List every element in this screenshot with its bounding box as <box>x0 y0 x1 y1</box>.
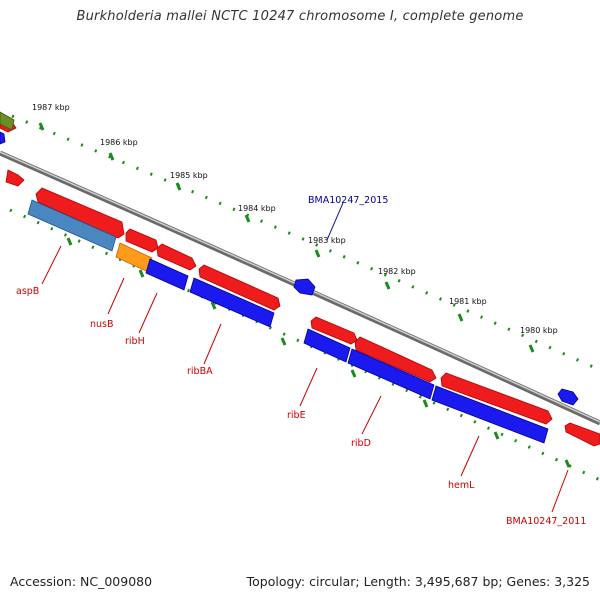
tick-label-1984: 1984 kbp <box>238 204 276 213</box>
topology-text: Topology: circular; Length: 3,495,687 bp… <box>246 574 590 589</box>
gene-label-nusB[interactable]: nusB <box>90 319 114 330</box>
tick-label-1985: 1985 kbp <box>170 171 208 180</box>
tick-label-1987: 1987 kbp <box>32 103 70 112</box>
inner-ruler-dots <box>9 208 600 482</box>
gene-label-BMA10247_2015[interactable]: BMA10247_2015 <box>308 195 388 206</box>
tick-label-1980: 1980 kbp <box>520 326 558 335</box>
tick-label-1981: 1981 kbp <box>449 297 487 306</box>
tick-label-1982: 1982 kbp <box>378 267 416 276</box>
outer-ruler-dots <box>11 114 600 372</box>
gene-label-ribH[interactable]: ribH <box>125 336 145 347</box>
gene-label-aspB[interactable]: aspB <box>16 286 39 297</box>
gene-label-BMA10247_2011[interactable]: BMA10247_2011 <box>506 516 586 527</box>
gene-label-ribE[interactable]: ribE <box>287 410 306 421</box>
gene-label-leaders <box>41 245 569 513</box>
gene-bar-blue[interactable] <box>347 348 435 400</box>
gene-label-hemL[interactable]: hemL <box>448 480 475 491</box>
gene-BMA10247_2015-arrow[interactable] <box>293 278 316 296</box>
accession-text: Accession: NC_009080 <box>10 574 153 589</box>
gene-label-ribBA[interactable]: ribBA <box>187 366 213 377</box>
map-title: Burkholderia mallei NCTC 10247 chromosom… <box>76 9 524 24</box>
gene-BMA10247_2011-arrow[interactable] <box>564 422 600 447</box>
gene-ribH-arrow[interactable] <box>156 243 197 271</box>
gene-bar-steelblue[interactable] <box>27 199 117 252</box>
gene-arrow-small-blue[interactable] <box>557 388 579 406</box>
gene-ribE-arrow[interactable] <box>310 316 358 345</box>
inner-ruler-ticks <box>66 237 571 468</box>
gene-hemL-arrow[interactable] <box>440 372 553 425</box>
gene-bar-blue[interactable] <box>145 258 189 291</box>
outer-ruler-ticks <box>38 122 535 353</box>
tick-label-1983: 1983 kbp <box>308 236 346 245</box>
gene-bar-blue[interactable] <box>189 277 275 328</box>
gene-arrow-small-blue[interactable] <box>0 131 6 145</box>
gene-ribBA-arrow[interactable] <box>198 264 281 311</box>
gene-ribD-arrow[interactable] <box>354 336 437 383</box>
gene-label-ribD[interactable]: ribD <box>351 438 371 449</box>
gene-bar-blue[interactable] <box>431 385 549 444</box>
gene-arrow-olive[interactable] <box>0 111 15 131</box>
tick-label-1986: 1986 kbp <box>100 138 138 147</box>
gene-bar-blue[interactable] <box>303 328 351 363</box>
label-leader-blue <box>326 202 344 241</box>
gene-arrow-forward[interactable] <box>5 169 25 187</box>
gene-aspB-arrow[interactable] <box>35 187 125 239</box>
gene-nusB-arrow[interactable] <box>125 228 159 253</box>
